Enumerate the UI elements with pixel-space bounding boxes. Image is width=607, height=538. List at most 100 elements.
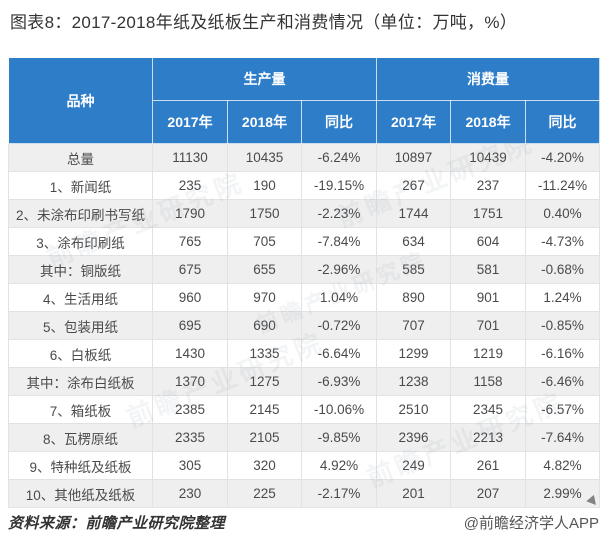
value-cell: 1335 (227, 339, 302, 368)
value-cell: 1751 (450, 199, 527, 228)
value-cell: -6.24% (300, 143, 378, 172)
value-cell: -6.64% (300, 339, 378, 368)
value-cell: 655 (227, 255, 302, 284)
header-sub-row: 2017年 2018年 同比 2017年 2018年 同比 (9, 100, 601, 144)
subheader-consumption-2018: 2018年 (450, 100, 527, 144)
table-row: 5、包装用纸 695 690 -0.72% 707 701 -0.85% (8, 311, 601, 340)
value-cell: -6.93% (300, 367, 378, 396)
value-cell: 2345 (450, 395, 527, 424)
species-cell: 5、包装用纸 (8, 311, 153, 340)
value-cell: 1.24% (525, 283, 601, 312)
production-consumption-table: 品种 生产量 消费量 2017年 2018年 同比 2017年 2018年 同比… (8, 57, 601, 508)
value-cell: 604 (450, 227, 527, 256)
value-cell: 1219 (450, 339, 527, 368)
value-cell: 10897 (376, 143, 452, 172)
value-cell: 901 (450, 283, 527, 312)
value-cell: 1430 (152, 339, 228, 368)
table-container: 品种 生产量 消费量 2017年 2018年 同比 2017年 2018年 同比… (8, 57, 601, 508)
value-cell: 765 (152, 227, 228, 256)
species-cell: 3、涂布印刷纸 (8, 227, 153, 256)
species-cell: 总量 (8, 143, 153, 172)
value-cell: 1299 (376, 339, 452, 368)
value-cell: -7.84% (300, 227, 378, 256)
species-cell: 10、其他纸及纸板 (8, 479, 153, 508)
value-cell: 320 (227, 451, 302, 480)
table-row: 7、箱纸板 2385 2145 -10.06% 2510 2345 -6.57% (8, 395, 601, 424)
value-cell: 705 (227, 227, 302, 256)
subheader-production-2018: 2018年 (227, 100, 302, 144)
value-cell: 2.99% (525, 479, 601, 508)
value-cell: 225 (227, 479, 302, 508)
value-cell: 1158 (450, 367, 527, 396)
species-cell: 2、未涂布印刷书写纸 (8, 199, 153, 228)
value-cell: 2145 (227, 395, 302, 424)
value-cell: 261 (450, 451, 527, 480)
table-row: 3、涂布印刷纸 765 705 -7.84% 634 604 -4.73% (8, 227, 601, 256)
value-cell: 1744 (376, 199, 452, 228)
species-cell: 9、特种纸及纸板 (8, 451, 153, 480)
value-cell: 4.82% (525, 451, 601, 480)
subheader-consumption-yoy: 同比 (525, 100, 601, 144)
table-row: 8、瓦楞原纸 2335 2105 -9.85% 2396 2213 -7.64% (8, 423, 601, 452)
value-cell: 2396 (376, 423, 452, 452)
value-cell: -0.72% (300, 311, 378, 340)
value-cell: 0.40% (525, 199, 601, 228)
value-cell: 675 (152, 255, 228, 284)
species-cell: 其中：涂布白纸板 (8, 367, 153, 396)
value-cell: 690 (227, 311, 302, 340)
value-cell: 1.04% (300, 283, 378, 312)
figure-footer: 资料来源：前瞻产业研究院整理 @前瞻经济学人APP (8, 512, 599, 533)
value-cell: 701 (450, 311, 527, 340)
table-row: 其中：铜版纸 675 655 -2.96% 585 581 -0.68% (8, 255, 601, 284)
subheader-production-2017: 2017年 (152, 100, 228, 144)
value-cell: 190 (227, 171, 302, 200)
value-cell: -9.85% (300, 423, 378, 452)
table-row: 1、新闻纸 235 190 -19.15% 267 237 -11.24% (8, 171, 601, 200)
species-cell: 7、箱纸板 (8, 395, 153, 424)
table-row: 6、白板纸 1430 1335 -6.64% 1299 1219 -6.16% (8, 339, 601, 368)
table-row: 9、特种纸及纸板 305 320 4.92% 249 261 4.82% (8, 451, 601, 480)
value-cell: -2.23% (300, 199, 378, 228)
value-cell: 1370 (152, 367, 228, 396)
value-cell: 2385 (152, 395, 228, 424)
subheader-consumption-2017: 2017年 (376, 100, 452, 144)
value-cell: 11130 (152, 143, 228, 172)
value-cell: 207 (450, 479, 527, 508)
value-cell: 2335 (152, 423, 228, 452)
value-cell: 1790 (152, 199, 228, 228)
table-row: 4、生活用纸 960 970 1.04% 890 901 1.24% (8, 283, 601, 312)
table-row: 其中：涂布白纸板 1370 1275 -6.93% 1238 1158 -6.46% (8, 367, 601, 396)
value-cell: 1750 (227, 199, 302, 228)
value-cell: -6.46% (525, 367, 601, 396)
table-row: 总量 11130 10435 -6.24% 10897 10439 -4.20% (8, 143, 601, 172)
table-row: 2、未涂布印刷书写纸 1790 1750 -2.23% 1744 1751 0.40% (8, 199, 601, 228)
value-cell: 235 (152, 171, 228, 200)
value-cell: 970 (227, 283, 302, 312)
table-body: 总量 11130 10435 -6.24% 10897 10439 -4.20% 1、新闻纸 2… (8, 143, 601, 508)
value-cell: 10435 (227, 143, 302, 172)
value-cell: 2105 (227, 423, 302, 452)
value-cell: 1275 (227, 367, 302, 396)
value-cell: -2.17% (300, 479, 378, 508)
species-cell: 4、生活用纸 (8, 283, 153, 312)
column-header-species: 品种 (8, 57, 153, 144)
value-cell: 201 (376, 479, 452, 508)
value-cell: 695 (152, 311, 228, 340)
value-cell: 890 (376, 283, 452, 312)
value-cell: -6.16% (525, 339, 601, 368)
value-cell: 2213 (450, 423, 527, 452)
value-cell: -0.68% (525, 255, 601, 284)
figure-title: 图表8：2017-2018年纸及纸板生产和消费情况（单位：万吨，%） (10, 13, 518, 32)
value-cell: 249 (376, 451, 452, 480)
value-cell: 230 (152, 479, 228, 508)
value-cell: 2510 (376, 395, 452, 424)
value-cell: 10439 (450, 143, 527, 172)
value-cell: 581 (450, 255, 527, 284)
value-cell: -6.57% (525, 395, 601, 424)
species-cell: 1、新闻纸 (8, 171, 153, 200)
value-cell: 634 (376, 227, 452, 256)
value-cell: -0.85% (525, 311, 601, 340)
column-group-production: 生产量 (151, 57, 378, 101)
table-row: 10、其他纸及纸板 230 225 -2.17% 201 207 2.99% (8, 479, 601, 508)
value-cell: -7.64% (525, 423, 601, 452)
